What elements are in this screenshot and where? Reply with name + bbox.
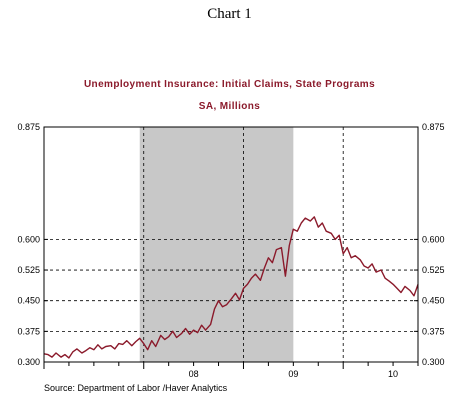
y-tick-label-right: 0.375 xyxy=(422,326,445,336)
y-tick-label-left: 0.525 xyxy=(17,265,40,275)
y-tick-label-left: 0.450 xyxy=(17,296,40,306)
source-note: Source: Department of Labor /Haver Analy… xyxy=(44,383,228,393)
y-tick-label-left: 0.875 xyxy=(17,122,40,132)
y-tick-label-left: 0.375 xyxy=(17,326,40,336)
page-title: Chart 1 xyxy=(207,6,252,22)
y-tick-label-right: 0.600 xyxy=(422,234,445,244)
x-tick-label: 08 xyxy=(189,369,199,379)
y-tick-label-right: 0.875 xyxy=(422,122,445,132)
y-tick-label-left: 0.300 xyxy=(17,357,40,367)
plot-frame xyxy=(43,126,419,363)
chart-title: Unemployment Insurance: Initial Claims, … xyxy=(83,79,376,90)
x-tick-label: 09 xyxy=(288,369,298,379)
y-tick-label-right: 0.525 xyxy=(422,265,445,275)
x-tick-label: 10 xyxy=(388,369,398,379)
recession-shading xyxy=(139,127,294,362)
y-tick-label-left: 0.600 xyxy=(17,234,40,244)
series-line xyxy=(43,216,419,359)
chart-subtitle: SA, Millions xyxy=(198,101,261,112)
y-tick-label-right: 0.450 xyxy=(422,296,445,306)
y-tick-label-right: 0.300 xyxy=(422,357,445,367)
